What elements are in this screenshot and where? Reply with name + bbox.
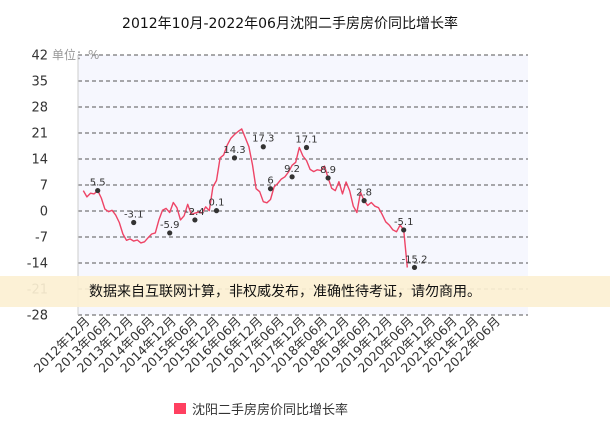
data-point-marker: [231, 155, 238, 161]
series-line: [82, 128, 408, 268]
legend: 沈阳二手房房价同比增长率: [174, 402, 348, 418]
data-label: -15.2: [402, 254, 428, 265]
y-tick-label: 35: [31, 75, 48, 90]
data-label: -2.4: [185, 207, 205, 218]
data-label: -5.1: [394, 217, 414, 228]
data-point-marker: [401, 227, 407, 233]
y-tick-label: 0: [40, 205, 48, 220]
y-tick-label: 14: [31, 153, 48, 168]
data-label: 0.1: [209, 198, 225, 209]
data-label: 2.8: [356, 188, 372, 199]
data-point-marker: [361, 198, 367, 204]
legend-label-series: 沈阳二手房房价同比增长率: [192, 402, 348, 418]
data-point-marker: [131, 219, 137, 226]
y-tick-label: 28: [31, 101, 48, 116]
data-point-marker: [167, 230, 173, 236]
unit-label: 单位：%: [52, 47, 99, 62]
data-label: 9.2: [284, 164, 300, 175]
data-point-marker: [213, 208, 220, 214]
data-point-marker: [267, 186, 274, 192]
data-label: 14.3: [223, 145, 245, 156]
data-label: -3.1: [124, 210, 144, 221]
y-tick-label: -7: [35, 231, 48, 246]
y-tick-label: 7: [40, 179, 48, 194]
data-label: 5.5: [90, 178, 106, 189]
watermark-text: 数据来自互联网计算，非权威发布，准确性待考证，请勿商用。: [89, 284, 481, 300]
legend-swatch: [174, 403, 186, 414]
data-point-marker: [289, 174, 295, 180]
y-tick-label: -28: [27, 309, 48, 324]
y-tick-label: 42: [31, 49, 48, 64]
data-point-marker: [192, 217, 198, 223]
data-point-marker: [303, 144, 310, 151]
data-label: 17.3: [252, 134, 274, 145]
data-point-marker: [95, 187, 101, 194]
data-point-marker: [325, 175, 331, 181]
watermark-band: [0, 276, 610, 307]
chart-title: 2012年10月-2022年06月沈阳二手房房价同比增长率: [122, 15, 458, 32]
data-point-marker: [260, 144, 266, 150]
y-tick-label: -14: [27, 257, 48, 272]
data-point-marker: [411, 264, 418, 271]
data-label: -5.9: [160, 220, 180, 231]
data-label: 8.9: [320, 165, 336, 176]
y-tick-label: 21: [31, 127, 48, 142]
data-label: 17.1: [295, 134, 317, 145]
data-label: 6: [267, 176, 273, 187]
